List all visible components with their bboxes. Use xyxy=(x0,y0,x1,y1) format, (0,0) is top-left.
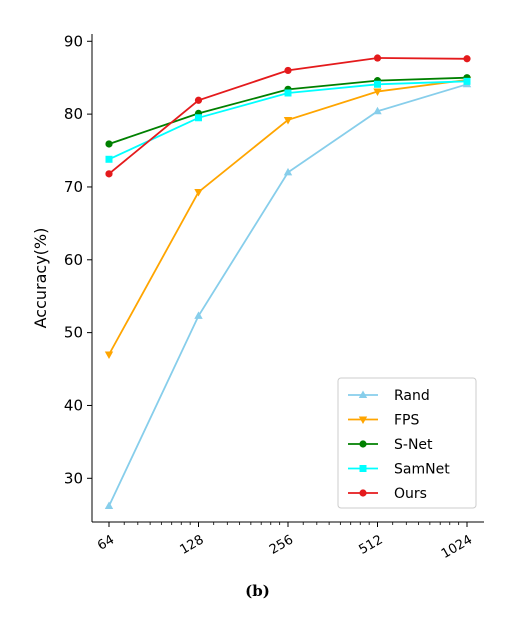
legend-box xyxy=(337,377,477,509)
accuracy-line-chart: 30 40 50 60 70 80 90 64 128 256 512 1024 Accuracy(%)… xyxy=(31,32,484,562)
series-rand xyxy=(104,79,472,509)
legend-marker xyxy=(359,489,367,497)
legend: Rand FPS S-Net SamNet Ours xyxy=(337,377,477,509)
legend-label: SamNet xyxy=(394,462,450,478)
x-tick-label: 64 xyxy=(95,532,117,553)
legend-label: S-Net xyxy=(394,437,433,453)
data-point xyxy=(105,155,113,163)
y-tick-label: 50 xyxy=(64,324,83,342)
x-tick-label: 128 xyxy=(177,532,206,557)
data-point xyxy=(283,116,293,125)
figure-caption: (b) xyxy=(245,582,270,600)
y-axis-label: Accuracy(%) xyxy=(31,228,50,329)
legend-label: FPS xyxy=(394,413,419,429)
data-point xyxy=(104,351,114,359)
series-fps xyxy=(104,76,472,359)
series-line xyxy=(108,57,468,175)
data-point xyxy=(374,80,381,88)
legend-entry: SamNet xyxy=(348,462,450,478)
data-point xyxy=(283,167,293,176)
data-point xyxy=(194,311,203,319)
data-point xyxy=(194,189,203,197)
y-tick-label: 60 xyxy=(64,251,83,269)
x-tick-label: 256 xyxy=(267,532,296,557)
series-layer xyxy=(104,54,472,509)
legend-entry: S-Net xyxy=(348,437,433,453)
x-tick-label: 1024 xyxy=(439,532,475,562)
series-ours xyxy=(105,54,471,178)
legend-marker xyxy=(358,416,368,424)
data-point xyxy=(194,96,203,104)
y-tick-label: 30 xyxy=(64,469,83,487)
data-point xyxy=(105,170,113,178)
legend-entry: FPS xyxy=(348,413,419,429)
y-tick-label: 80 xyxy=(64,105,83,123)
data-point xyxy=(373,106,382,115)
data-point xyxy=(373,88,382,97)
data-point xyxy=(284,89,292,97)
data-point xyxy=(104,501,114,509)
data-point xyxy=(373,54,382,62)
data-point xyxy=(463,55,471,63)
legend-entry: Ours xyxy=(348,486,427,502)
legend-label: Rand xyxy=(394,388,430,404)
x-tick-label: 512 xyxy=(356,532,385,557)
data-point xyxy=(463,77,471,85)
data-point xyxy=(105,140,113,148)
legend-marker xyxy=(359,440,367,448)
y-tick-label: 90 xyxy=(64,32,83,50)
axes: 30 40 50 60 70 80 90 64 128 256 512 1024 Accuracy(%) xyxy=(31,32,484,562)
legend-label: Ours xyxy=(394,486,427,502)
series-samnet xyxy=(105,77,471,163)
legend-marker xyxy=(359,465,367,472)
y-tick-label: 70 xyxy=(64,178,83,196)
data-point xyxy=(284,66,292,75)
data-point xyxy=(195,114,202,122)
legend-marker xyxy=(358,390,368,398)
legend-entry: Rand xyxy=(348,388,430,404)
y-tick-label: 40 xyxy=(64,396,83,414)
